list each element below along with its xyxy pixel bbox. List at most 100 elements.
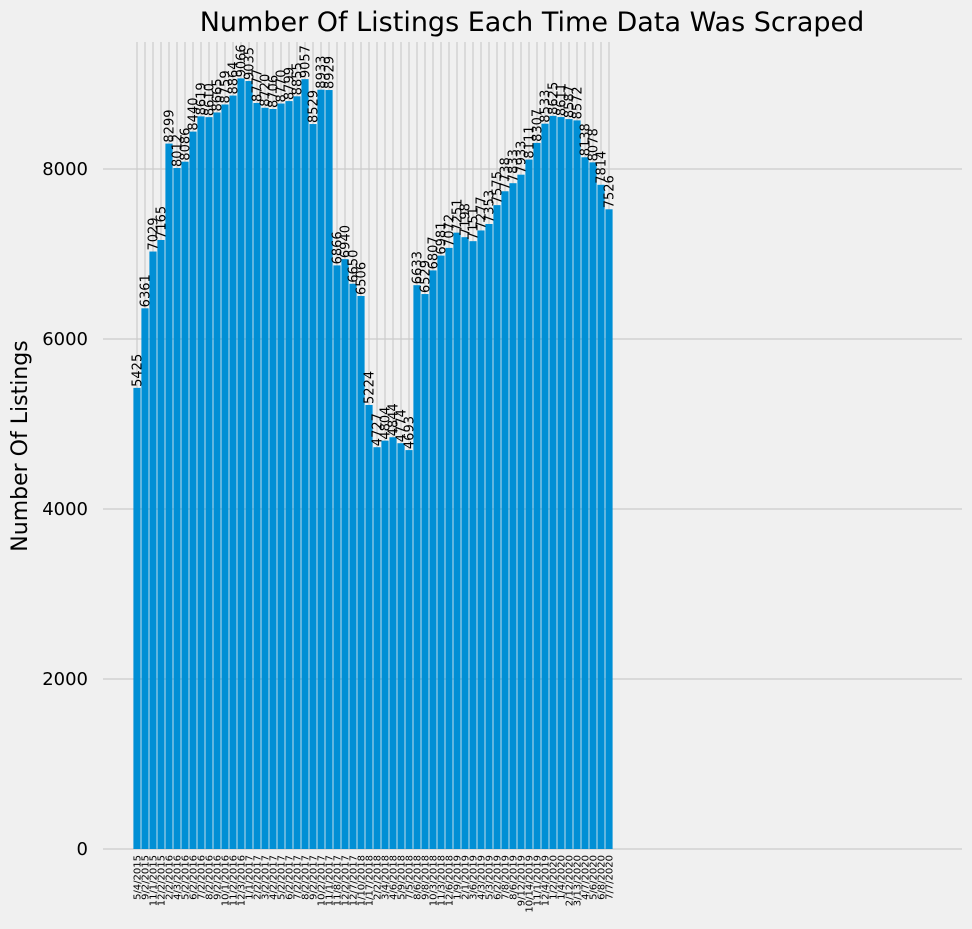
bar-value-label: 7277 xyxy=(475,196,490,229)
bar-value-label: 6633 xyxy=(411,251,426,284)
x-tick-label: 4/3/2016 xyxy=(173,855,184,900)
bar xyxy=(565,119,573,850)
x-tick-label: 6/2/2016 xyxy=(189,855,200,900)
bar-value-label: 7072 xyxy=(443,214,458,247)
x-tick-label: 12/6/2018 xyxy=(445,855,456,906)
bar-value-label: 4693 xyxy=(403,416,418,449)
bar xyxy=(357,295,365,849)
bar-value-label: 8864 xyxy=(227,61,242,94)
bar-value-label: 8933 xyxy=(315,56,330,89)
x-tick-label: 12/2/2015 xyxy=(157,855,168,906)
bar xyxy=(381,440,389,849)
x-tick-label: 2/12/2020 xyxy=(565,855,576,906)
bar xyxy=(269,108,277,850)
bar xyxy=(373,447,381,849)
x-tick-label: 2/2/2018 xyxy=(373,855,384,900)
y-tick-labels: 0 2000 4000 6000 8000 xyxy=(42,159,88,860)
bar xyxy=(293,96,301,849)
y-tick-label: 6000 xyxy=(42,329,88,350)
y-tick-label: 0 xyxy=(77,839,88,860)
bar-value-label: 7165 xyxy=(155,206,170,239)
x-tick-label: 9/12/2019 xyxy=(517,855,528,906)
bar-value-label: 7151 xyxy=(467,207,482,240)
bar xyxy=(597,184,605,849)
bar xyxy=(157,239,165,850)
bar-value-label: 6866 xyxy=(331,231,346,264)
x-tick-label: 5/2/2016 xyxy=(181,855,192,900)
y-tick-label: 2000 xyxy=(42,669,88,690)
bar xyxy=(325,90,333,849)
bar xyxy=(485,223,493,849)
bar xyxy=(517,174,525,849)
bar-value-label: 7198 xyxy=(459,203,474,236)
bar-value-label: 5425 xyxy=(131,354,146,387)
x-tick-label: 3/2/2017 xyxy=(261,855,272,900)
x-tick-label: 2/2/2016 xyxy=(165,855,176,900)
bar xyxy=(541,123,549,849)
bar xyxy=(349,283,357,849)
bar-value-label: 8855 xyxy=(291,62,306,95)
bar xyxy=(317,89,325,849)
bar-value-label: 7933 xyxy=(515,141,530,174)
bar-value-label: 6807 xyxy=(427,236,442,269)
x-tick-label: 7/8/2019 xyxy=(501,855,512,900)
bar-value-label: 8610 xyxy=(203,83,218,116)
bar xyxy=(261,107,269,850)
bar-value-label: 4727 xyxy=(371,413,386,446)
x-tick-label: 7/5/2018 xyxy=(405,855,416,900)
bar xyxy=(421,294,429,849)
x-tick-label: 11/2/2016 xyxy=(229,855,240,906)
bar-value-label: 8587 xyxy=(563,85,578,118)
bar xyxy=(341,259,349,850)
bar-value-label: 4844 xyxy=(387,403,402,436)
x-tick-label: 11/1/2017 xyxy=(325,855,336,906)
bar xyxy=(501,191,509,849)
x-tick-labels: 5/4/20159/2/201511/1/201512/2/20152/2/20… xyxy=(133,855,616,913)
bar-value-label: 8611 xyxy=(555,83,570,116)
bar xyxy=(189,131,197,850)
bar xyxy=(405,450,413,849)
bar xyxy=(197,116,205,849)
y-axis-label: Number Of Listings xyxy=(8,340,33,551)
x-tick-label: 1/9/2019 xyxy=(453,855,464,900)
bar xyxy=(437,255,445,850)
bar xyxy=(141,308,149,849)
bar xyxy=(413,285,421,849)
bar xyxy=(205,117,213,849)
bar xyxy=(605,209,613,850)
x-tick-label: 8/6/2019 xyxy=(509,855,520,900)
x-tick-label: 3/4/2018 xyxy=(381,855,392,900)
bar-value-label: 8759 xyxy=(219,70,234,103)
bar-value-label: 6981 xyxy=(435,222,450,255)
bar xyxy=(245,81,253,849)
x-tick-label: 6/2/2017 xyxy=(285,855,296,900)
bar-value-label: 7526 xyxy=(603,175,618,208)
bar-value-label: 8799 xyxy=(283,67,298,100)
bar-value-label: 8078 xyxy=(587,128,602,161)
bar xyxy=(365,404,373,849)
bar-value-label: 8706 xyxy=(267,75,282,108)
bar-value-label: 6940 xyxy=(339,225,354,258)
bar-value-label: 7575 xyxy=(491,171,506,204)
bar-value-label: 8572 xyxy=(571,86,586,119)
x-tick-label: 1/10/2018 xyxy=(357,855,368,906)
bar-value-label: 7833 xyxy=(507,149,522,182)
x-tick-label: 3/6/2019 xyxy=(469,855,480,900)
x-tick-label: 1/4/2020 xyxy=(557,855,568,900)
chart-title: Number Of Listings Each Time Data Was Sc… xyxy=(200,7,865,38)
bar xyxy=(493,205,501,849)
x-tick-label: 12/2/2017 xyxy=(341,855,352,906)
bar-value-label: 4804 xyxy=(379,407,394,440)
x-tick-label: 2/1/2019 xyxy=(461,855,472,900)
bar-value-label: 8533 xyxy=(539,90,554,123)
bar xyxy=(253,102,261,849)
bar-value-label: 8138 xyxy=(579,123,594,156)
bar xyxy=(525,159,533,849)
bar xyxy=(429,270,437,849)
bar xyxy=(581,157,589,849)
x-tick-label: 11/8/2017 xyxy=(333,855,344,906)
bar xyxy=(221,104,229,850)
bar-value-label: 8440 xyxy=(187,98,202,131)
x-tick-label: 7/2/2016 xyxy=(197,855,208,900)
